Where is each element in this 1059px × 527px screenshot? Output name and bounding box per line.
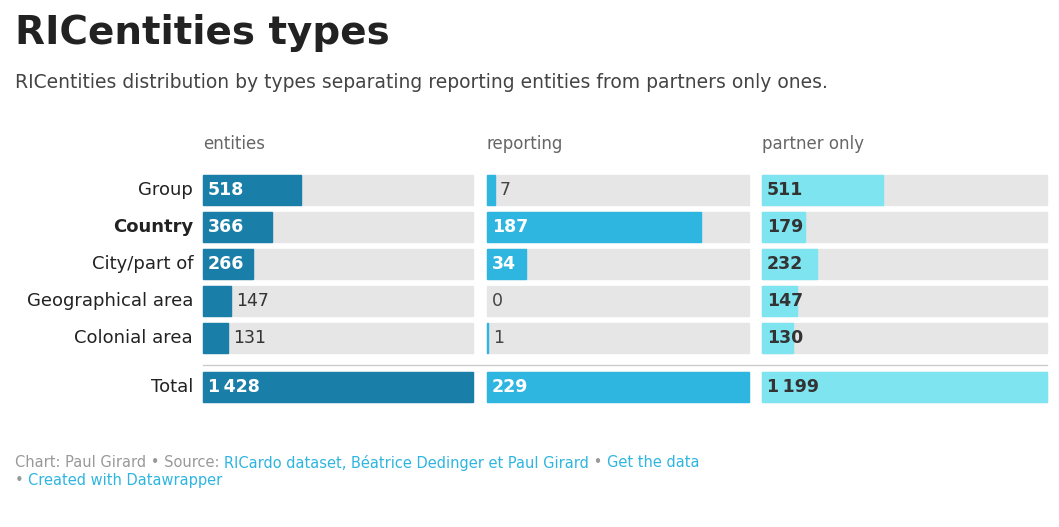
Bar [203, 372, 473, 402]
Bar [203, 175, 473, 205]
Text: RICardo dataset, Béatrice Dedinger et Paul Girard: RICardo dataset, Béatrice Dedinger et Pa… [225, 455, 589, 471]
Text: 34: 34 [492, 255, 516, 273]
Text: entities: entities [203, 135, 265, 153]
Text: 187: 187 [492, 218, 528, 236]
Text: 131: 131 [233, 329, 266, 347]
Text: 518: 518 [208, 181, 245, 199]
Bar [487, 249, 526, 279]
Bar [762, 212, 1047, 242]
Text: 366: 366 [208, 218, 245, 236]
Text: Created with Datawrapper: Created with Datawrapper [29, 473, 222, 488]
Text: RICentities types: RICentities types [15, 14, 390, 52]
Bar [487, 175, 495, 205]
Bar [203, 249, 473, 279]
Text: 179: 179 [767, 218, 803, 236]
Text: Chart: Paul Girard • Source:: Chart: Paul Girard • Source: [15, 455, 225, 470]
Bar [487, 212, 701, 242]
Text: RICentities distribution by types separating reporting entities from partners on: RICentities distribution by types separa… [15, 73, 828, 92]
Text: 130: 130 [767, 329, 803, 347]
Text: partner only: partner only [762, 135, 864, 153]
Bar [203, 212, 473, 242]
Text: Get the data: Get the data [607, 455, 700, 470]
Bar [203, 212, 272, 242]
Bar [203, 323, 473, 353]
Text: 232: 232 [767, 255, 803, 273]
Bar [203, 323, 228, 353]
Bar [762, 286, 1047, 316]
Bar [762, 372, 1047, 402]
Bar [762, 249, 818, 279]
Bar [487, 286, 749, 316]
Bar [762, 323, 793, 353]
Text: 147: 147 [767, 292, 803, 310]
Text: Country: Country [112, 218, 193, 236]
Bar [203, 372, 473, 402]
Text: 147: 147 [236, 292, 269, 310]
Text: City/part of: City/part of [91, 255, 193, 273]
Bar [487, 372, 749, 402]
Text: 511: 511 [767, 181, 804, 199]
Bar [762, 212, 805, 242]
Text: 1 428: 1 428 [208, 378, 259, 396]
Text: •: • [15, 473, 29, 488]
Bar [203, 175, 301, 205]
Bar [203, 286, 473, 316]
Bar [203, 286, 231, 316]
Text: Colonial area: Colonial area [74, 329, 193, 347]
Bar [487, 249, 749, 279]
Text: reporting: reporting [487, 135, 563, 153]
Text: •: • [589, 455, 607, 470]
Text: Geographical area: Geographical area [26, 292, 193, 310]
Text: 266: 266 [208, 255, 245, 273]
Text: 0: 0 [492, 292, 503, 310]
Bar [762, 175, 883, 205]
Bar [762, 323, 1047, 353]
Text: 7: 7 [500, 181, 511, 199]
Bar [487, 323, 488, 353]
Bar [762, 175, 1047, 205]
Bar [762, 372, 1047, 402]
Text: Group: Group [138, 181, 193, 199]
Text: 229: 229 [492, 378, 528, 396]
Bar [762, 286, 797, 316]
Bar [487, 212, 749, 242]
Bar [487, 372, 749, 402]
Text: 1: 1 [493, 329, 504, 347]
Bar [762, 249, 1047, 279]
Bar [487, 175, 749, 205]
Text: Total: Total [150, 378, 193, 396]
Text: 1 199: 1 199 [767, 378, 819, 396]
Bar [487, 323, 749, 353]
Bar [203, 249, 253, 279]
